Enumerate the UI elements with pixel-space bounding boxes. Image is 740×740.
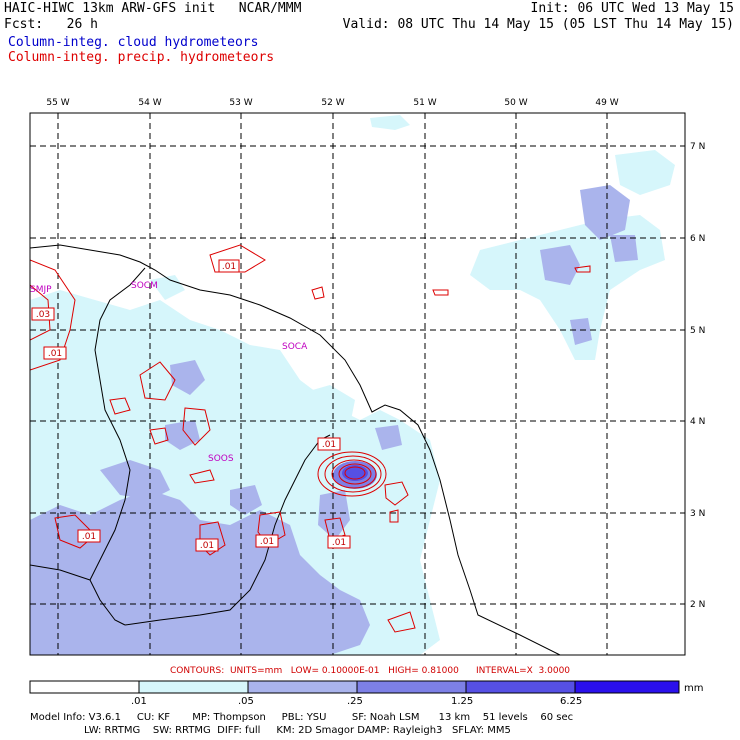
graticule — [30, 113, 685, 655]
lon-label: 51 W — [413, 98, 436, 108]
contour-label: .01 — [200, 541, 214, 551]
lat-label: 6 N — [690, 234, 705, 244]
lon-label: 55 W — [46, 98, 69, 108]
lon-label: 49 W — [595, 98, 618, 108]
colorbar — [29, 680, 680, 694]
colorbar-label: 1.25 — [451, 696, 474, 707]
map-frame — [29, 112, 686, 656]
lon-label: 52 W — [321, 98, 344, 108]
legend-precip-hydrometeors: Column-integ. precip. hydrometeors — [8, 50, 275, 65]
station-labels: SMJP SOCM SOCA SOOS — [30, 281, 308, 464]
longitude-labels: 55 W 54 W 53 W 52 W 51 W 50 W 49 W — [46, 98, 618, 108]
station-soca: SOCA — [282, 342, 308, 352]
lat-label: 5 N — [690, 326, 705, 336]
contour-label: .01 — [222, 262, 236, 272]
colorbar-label: .25 — [347, 696, 363, 707]
contour-labels: .01 .03 .01 .01 .01 .01 .01 .01 — [31, 259, 351, 552]
init-time: Init: 06 UTC Wed 13 May 15 — [530, 1, 735, 16]
contour-label: .01 — [322, 440, 336, 450]
lat-label: 2 N — [690, 600, 705, 610]
contour-label: .03 — [36, 310, 50, 320]
lat-label: 3 N — [690, 509, 705, 519]
contour-label: .01 — [82, 532, 96, 542]
lon-label: 50 W — [504, 98, 527, 108]
colorbar-bin — [465, 680, 576, 694]
latitude-labels: 7 N 6 N 5 N 4 N 3 N 2 N — [690, 142, 705, 610]
contour-label: .01 — [260, 537, 274, 547]
model-info-line2: LW: RRTMG SW: RRTMG DIFF: full KM: 2D Sm… — [30, 725, 511, 736]
forecast-hour: Fcst: 26 h — [4, 17, 98, 32]
station-soos: SOOS — [208, 454, 234, 464]
precip-contours — [30, 244, 591, 633]
map-title: HAIC-HIWC 13km ARW-GFS init NCAR/MMM — [4, 1, 302, 16]
colorbar-bin — [574, 680, 680, 694]
colorbar-bin — [138, 680, 249, 694]
colorbar-bin — [29, 680, 140, 694]
colorbar-bin — [356, 680, 467, 694]
lon-label: 54 W — [138, 98, 161, 108]
colorbar-label: .01 — [131, 696, 147, 707]
colorbar-bin — [247, 680, 358, 694]
colorbar-units: mm — [684, 683, 704, 694]
station-smjp: SMJP — [30, 285, 52, 295]
valid-time: Valid: 08 UTC Thu 14 May 15 (05 LST Thu … — [342, 17, 734, 32]
lon-label: 53 W — [229, 98, 252, 108]
station-socm: SOCM — [131, 281, 158, 291]
contours-info: CONTOURS: UNITS=mm LOW= 0.10000E-01 HIGH… — [169, 666, 571, 676]
colorbar-label: .05 — [238, 696, 254, 707]
contour-label: .01 — [48, 349, 62, 359]
legend-cloud-hydrometeors: Column-integ. cloud hydrometeors — [8, 35, 259, 50]
lat-label: 4 N — [690, 417, 705, 427]
model-info-line1: Model Info: V3.6.1 CU: KF MP: Thompson P… — [30, 712, 574, 723]
colorbar-label: 6.25 — [560, 696, 583, 707]
contour-label: .01 — [332, 538, 346, 548]
lat-label: 7 N — [690, 142, 705, 152]
